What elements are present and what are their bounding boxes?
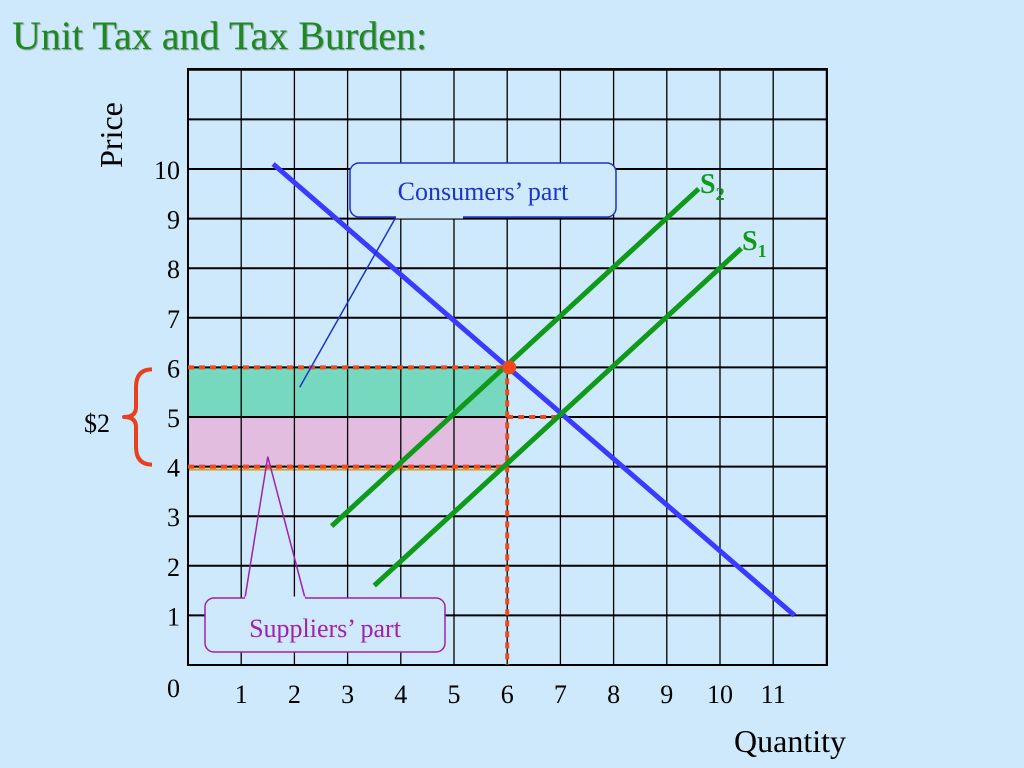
x-tick-label: 11 xyxy=(761,680,786,709)
y-tick-label: 8 xyxy=(167,255,180,284)
x-tick-label: 3 xyxy=(341,680,354,709)
y-tick-label: 0 xyxy=(167,674,180,703)
y-tick-label: 1 xyxy=(167,602,180,631)
x-tick-label: 1 xyxy=(235,680,248,709)
demand-curve xyxy=(271,162,797,618)
x-tick-label: 8 xyxy=(607,680,620,709)
x-tick-label: 7 xyxy=(554,680,567,709)
y-axis-label: Price xyxy=(93,102,129,168)
x-tick-label: 6 xyxy=(501,680,514,709)
tax-brace xyxy=(122,367,153,467)
y-tick-label: 10 xyxy=(154,156,180,185)
supply-after-tax-label: S2 xyxy=(700,169,725,204)
y-tick-label: 5 xyxy=(167,404,180,433)
equilibrium-after-tax-dot xyxy=(502,360,517,375)
y-tick-label: 4 xyxy=(167,454,180,483)
y-tick-label: 3 xyxy=(167,503,180,532)
x-tick-label: 5 xyxy=(448,680,461,709)
consumers-callout-pointer xyxy=(299,216,463,388)
consumers-callout-box xyxy=(349,162,617,218)
suppliers-part-label: Suppliers’ part xyxy=(249,614,402,643)
y-tick-label: 7 xyxy=(167,305,180,334)
supply-before-tax-curve xyxy=(372,246,743,588)
y-tick-label: 2 xyxy=(167,553,180,582)
consumers-part-label: Consumers’ part xyxy=(398,177,569,206)
tax-amount-label: $2 xyxy=(84,409,110,438)
x-axis-label: Quantity xyxy=(734,723,846,759)
x-tick-label: 10 xyxy=(707,680,733,709)
x-tick-label: 9 xyxy=(660,680,673,709)
y-tick-label: 9 xyxy=(167,206,180,235)
page-title: Unit Tax and Tax Burden: xyxy=(12,13,428,58)
supply-after-tax-curve xyxy=(329,186,701,528)
suppliers-callout-box xyxy=(204,597,446,653)
supply-before-tax-label: S1 xyxy=(742,226,767,261)
x-tick-label: 2 xyxy=(288,680,301,709)
y-tick-label: 6 xyxy=(167,354,180,383)
x-tick-label: 4 xyxy=(394,680,407,709)
suppliers-callout-pointer xyxy=(244,456,306,599)
